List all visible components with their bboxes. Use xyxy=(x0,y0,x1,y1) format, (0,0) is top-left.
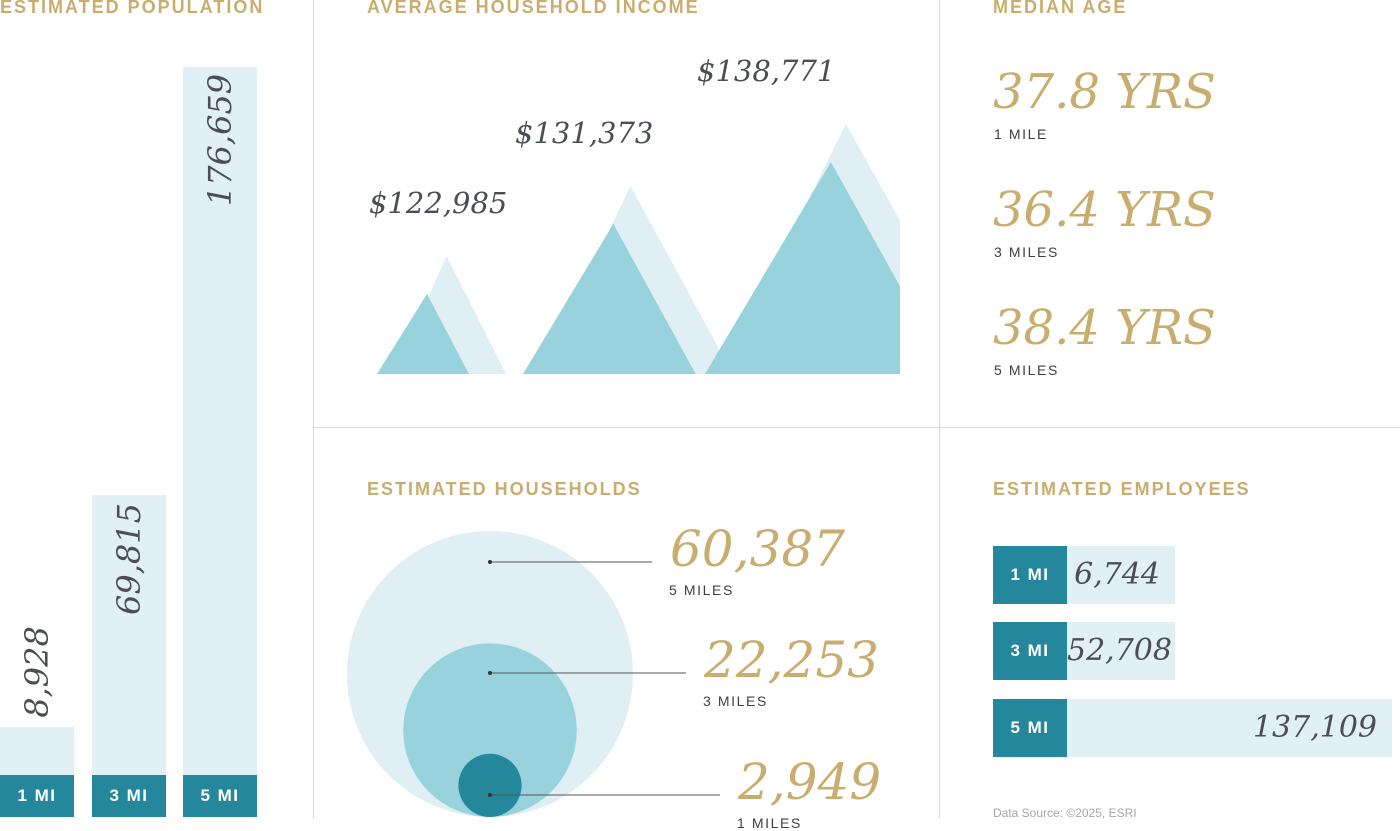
age-label-1mi: 1 MILE xyxy=(994,126,1048,142)
population-category-label: 3 MI xyxy=(92,775,166,817)
income-heading: AVERAGE HOUSEHOLD INCOME xyxy=(367,0,700,17)
population-bar-2 xyxy=(92,495,166,775)
age-label-5mi: 5 MILES xyxy=(994,362,1059,378)
income-triangle-1 xyxy=(377,294,469,374)
employee-category-label: 1 MI xyxy=(993,546,1067,604)
employee-value-label: 137,109 xyxy=(1252,710,1377,745)
age-label-3mi: 3 MILES xyxy=(994,244,1059,260)
employees-heading: ESTIMATED EMPLOYEES xyxy=(993,479,1251,499)
age-value-5mi: 38.4 YRS xyxy=(993,300,1216,356)
household-value: 60,387 xyxy=(670,520,845,578)
divider-vertical-right xyxy=(939,0,940,818)
population-category-label: 1 MI xyxy=(0,775,74,817)
population-category-label: 5 MI xyxy=(183,775,257,817)
household-distance-label: 3 MILES xyxy=(703,693,768,709)
divider-horizontal xyxy=(314,427,1400,428)
age-value-3mi: 36.4 YRS xyxy=(993,182,1216,238)
age-value-1mi: 37.8 YRS xyxy=(993,64,1216,120)
age-heading: MEDIAN AGE xyxy=(993,0,1128,17)
households-chart xyxy=(347,531,720,817)
income-value-label: $122,985 xyxy=(369,186,508,220)
household-leader-dot xyxy=(488,671,492,675)
population-bar-3 xyxy=(183,67,257,775)
household-leader-dot xyxy=(488,560,492,564)
households-heading: ESTIMATED HOUSEHOLDS xyxy=(367,479,642,499)
household-leader-dot xyxy=(488,793,492,797)
employee-category-label: 5 MI xyxy=(993,699,1067,757)
employee-value-label: 6,744 xyxy=(1074,557,1160,592)
household-distance-label: 5 MILES xyxy=(669,582,734,598)
income-value-label: $131,373 xyxy=(515,115,654,150)
income-chart xyxy=(377,124,900,374)
household-bubble-3 xyxy=(458,753,522,817)
employee-category-label: 3 MI xyxy=(993,622,1067,680)
household-value: 22,253 xyxy=(704,631,879,689)
population-heading: ESTIMATED POPULATION xyxy=(0,0,265,17)
household-distance-label: 1 MILES xyxy=(737,815,802,831)
income-triangle-3 xyxy=(705,162,900,374)
income-value-label: $138,771 xyxy=(697,54,836,88)
household-bubble-2 xyxy=(403,643,577,817)
household-value: 2,949 xyxy=(738,753,882,811)
population-bar-1 xyxy=(0,727,74,775)
employee-value-label: 52,708 xyxy=(1067,633,1172,668)
divider-vertical-left xyxy=(313,0,314,818)
income-triangle-2 xyxy=(523,223,696,374)
data-source-note: Data Source: ©2025, ESRI xyxy=(993,806,1137,820)
